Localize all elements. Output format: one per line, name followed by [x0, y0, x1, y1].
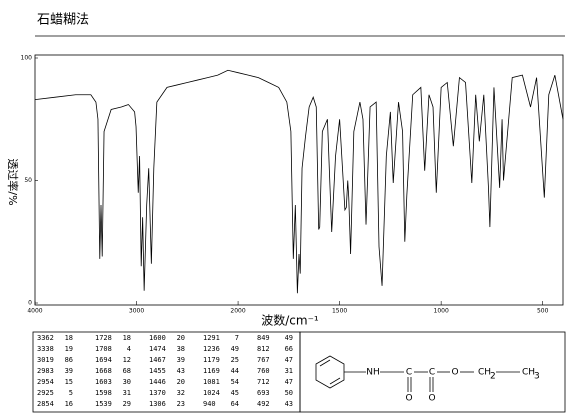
structure-atom: CH	[478, 368, 491, 378]
peak-intensity: 49	[231, 345, 239, 353]
peak-intensity: 43	[177, 367, 185, 375]
peak-intensity: 39	[177, 356, 185, 364]
y-tick-label: 50	[24, 177, 32, 184]
x-tick-label: 2000	[230, 308, 245, 315]
peak-intensity: 39	[65, 367, 73, 375]
peak-intensity: 7	[235, 334, 239, 342]
peak-intensity: 43	[285, 400, 293, 408]
peak-wavenumber: 1291	[203, 334, 220, 342]
peak-intensity: 5	[69, 389, 73, 397]
peak-wavenumber: 1668	[95, 367, 112, 375]
structure-atom: CH	[522, 368, 535, 378]
peak-wavenumber: 1467	[149, 356, 166, 364]
peak-wavenumber: 3338	[37, 345, 54, 353]
peak-wavenumber: 1474	[149, 345, 166, 353]
peak-wavenumber: 2925	[37, 389, 54, 397]
peak-wavenumber: 1728	[95, 334, 112, 342]
x-tick-label: 4000	[27, 308, 42, 315]
peak-wavenumber: 693	[257, 389, 270, 397]
peak-intensity: 16	[65, 400, 73, 408]
peak-wavenumber: 492	[257, 400, 270, 408]
peak-wavenumber: 1694	[95, 356, 112, 364]
peak-wavenumber: 3019	[37, 356, 54, 364]
peak-wavenumber: 1169	[203, 367, 220, 375]
peak-wavenumber: 1306	[149, 400, 166, 408]
peak-intensity: 23	[177, 400, 185, 408]
peak-intensity: 64	[231, 400, 239, 408]
peak-intensity: 15	[65, 378, 73, 386]
peak-wavenumber: 2954	[37, 378, 54, 386]
peak-wavenumber: 1600	[149, 334, 166, 342]
peak-wavenumber: 1598	[95, 389, 112, 397]
structure-box	[299, 331, 566, 413]
x-axis-label: 波数/cm⁻¹	[261, 313, 319, 328]
peak-wavenumber: 1236	[203, 345, 220, 353]
peak-wavenumber: 3362	[37, 334, 54, 342]
structure-atom: O	[428, 394, 435, 404]
peak-intensity: 4	[127, 345, 131, 353]
peak-wavenumber: 1370	[149, 389, 166, 397]
peak-intensity: 49	[285, 334, 293, 342]
peak-wavenumber: 1539	[95, 400, 112, 408]
peak-intensity: 12	[123, 356, 131, 364]
structure-atom: NH	[366, 368, 380, 378]
structure-atom: 2	[490, 372, 496, 382]
peak-intensity: 68	[123, 367, 131, 375]
x-tick-label: 500	[537, 308, 549, 315]
peak-intensity: 25	[231, 356, 239, 364]
peak-intensity: 86	[65, 356, 73, 364]
peak-wavenumber: 849	[257, 334, 270, 342]
peak-wavenumber: 1179	[203, 356, 220, 364]
peak-wavenumber: 2983	[37, 367, 54, 375]
peak-intensity: 45	[231, 389, 239, 397]
peak-wavenumber: 767	[257, 356, 270, 364]
peak-intensity: 19	[65, 345, 73, 353]
peak-intensity: 18	[123, 334, 131, 342]
y-tick-label: 0	[28, 300, 32, 307]
peak-intensity: 47	[285, 356, 293, 364]
structure-atom: 3	[534, 372, 540, 382]
peak-wavenumber: 1603	[95, 378, 112, 386]
peak-intensity: 38	[177, 345, 185, 353]
peak-intensity: 31	[285, 367, 293, 375]
peak-intensity: 20	[177, 334, 185, 342]
peak-intensity: 47	[285, 378, 293, 386]
peak-wavenumber: 1024	[203, 389, 220, 397]
plot-frame	[34, 54, 564, 306]
peak-intensity: 54	[231, 378, 239, 386]
chart-title: 石蜡糊法	[37, 12, 89, 28]
structure-atom: O	[451, 368, 458, 378]
peak-intensity: 44	[231, 367, 239, 375]
structure-atom: C	[429, 368, 435, 378]
peak-intensity: 30	[123, 378, 131, 386]
peak-intensity: 20	[177, 378, 185, 386]
peak-intensity: 32	[177, 389, 185, 397]
peak-intensity: 66	[285, 345, 293, 353]
peak-wavenumber: 2854	[37, 400, 54, 408]
peak-wavenumber: 940	[203, 400, 216, 408]
peak-wavenumber: 760	[257, 367, 270, 375]
peak-intensity: 31	[123, 389, 131, 397]
y-tick-label: 100	[21, 55, 33, 62]
structure-bonds	[315, 355, 520, 392]
x-tick-label: 3000	[129, 308, 144, 315]
peak-wavenumber: 712	[257, 378, 270, 386]
peak-wavenumber: 1708	[95, 345, 112, 353]
peak-intensity: 50	[285, 389, 293, 397]
peak-wavenumber: 812	[257, 345, 270, 353]
peak-wavenumber: 1081	[203, 378, 220, 386]
peak-wavenumber: 1446	[149, 378, 166, 386]
spectrum-line	[34, 69, 564, 294]
x-tick-label: 1500	[332, 308, 347, 315]
structure-atom: O	[405, 394, 412, 404]
x-tick-label: 1000	[434, 308, 449, 315]
peak-intensity: 18	[65, 334, 73, 342]
structure-atom: C	[406, 368, 412, 378]
peak-wavenumber: 1455	[149, 367, 166, 375]
y-axis-label: 透过率/%	[6, 158, 20, 205]
peak-intensity: 29	[123, 400, 131, 408]
